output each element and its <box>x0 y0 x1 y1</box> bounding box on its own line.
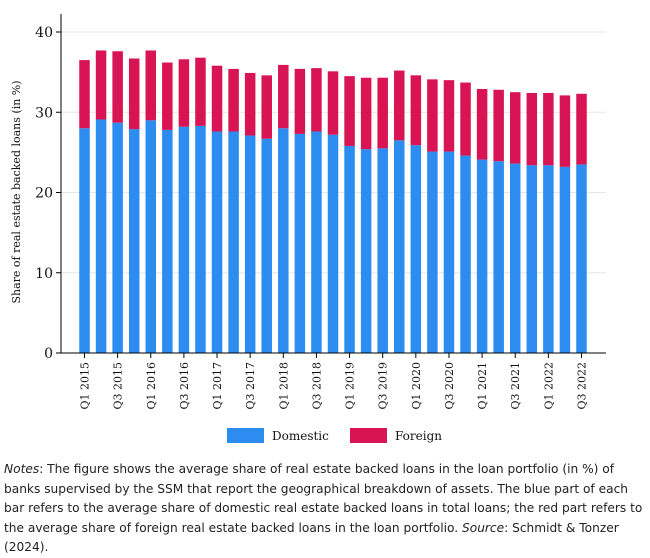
bar-domestic <box>228 131 239 353</box>
notes-label: Notes <box>4 462 40 476</box>
bar-domestic <box>509 163 521 353</box>
bar-domestic <box>576 164 587 353</box>
bar-domestic <box>294 133 306 353</box>
bar-domestic <box>327 134 339 353</box>
bar-foreign <box>311 68 322 132</box>
bar-foreign <box>360 77 372 150</box>
bar-foreign <box>410 75 422 146</box>
bar-foreign <box>278 64 289 129</box>
x-tick-label: Q3 2016 <box>178 362 191 410</box>
x-tick-label: Q1 2022 <box>542 362 555 410</box>
bar-domestic <box>211 131 223 353</box>
bar-foreign <box>195 57 206 126</box>
x-tick-label: Q3 2018 <box>310 362 323 410</box>
bar-domestic <box>311 131 322 353</box>
bar-foreign <box>576 93 587 165</box>
bar-foreign <box>162 62 173 130</box>
bar-foreign <box>460 82 471 156</box>
x-tick-label: Q1 2017 <box>211 362 224 410</box>
figure-notes: Notes: The figure shows the average shar… <box>4 460 646 558</box>
bar-foreign <box>427 79 438 152</box>
bar-domestic <box>394 140 405 353</box>
bar-domestic <box>526 165 538 353</box>
x-tick-label: Q1 2021 <box>476 362 489 410</box>
bar-foreign <box>394 70 405 141</box>
bar-foreign <box>543 92 554 166</box>
bar-domestic <box>162 129 173 353</box>
bar-domestic <box>377 148 388 353</box>
bar-foreign <box>211 65 223 132</box>
x-tick-label: Q1 2016 <box>145 362 158 410</box>
bar-foreign <box>443 80 455 152</box>
legend: Domestic Foreign <box>227 428 442 443</box>
x-tick-label: Q3 2021 <box>509 362 522 410</box>
bar-domestic <box>543 165 554 353</box>
bar-foreign <box>95 50 107 120</box>
bar-domestic <box>427 151 438 353</box>
bar-foreign <box>476 88 488 160</box>
bar-foreign <box>559 95 571 167</box>
legend-label-foreign: Foreign <box>395 429 442 443</box>
source-label: Source <box>462 520 505 535</box>
bar-foreign <box>327 71 339 135</box>
x-tick-label: Q1 2019 <box>344 362 357 410</box>
bar-foreign <box>344 76 355 146</box>
y-axis-label: Share of real estate backed loans (in %) <box>10 80 23 303</box>
bar-foreign <box>112 51 123 123</box>
bar-domestic <box>244 135 256 353</box>
y-tick-label: 0 <box>44 346 53 362</box>
x-tick-label: Q3 2017 <box>244 362 257 410</box>
x-tick-label: Q1 2015 <box>79 362 92 410</box>
bar-foreign <box>79 60 90 129</box>
bar-domestic <box>360 149 372 353</box>
bar-domestic <box>95 119 107 353</box>
bar-domestic <box>128 129 140 353</box>
bar-domestic <box>476 159 488 353</box>
legend-swatch-domestic <box>227 428 264 443</box>
bar-domestic <box>261 138 272 353</box>
axes: 0 10 20 30 40 Q1 2015 Q3 2015 Q1 2016 Q3 2016 Q1 … <box>35 14 606 410</box>
bar-domestic <box>344 145 355 353</box>
x-tick-label: Q3 2020 <box>443 362 456 410</box>
legend-label-domestic: Domestic <box>272 429 329 443</box>
bar-foreign <box>261 75 272 139</box>
bar-domestic <box>410 145 422 353</box>
bar-foreign <box>244 72 256 136</box>
bar-foreign <box>509 92 521 164</box>
y-tick-label: 10 <box>35 266 53 282</box>
bar-foreign <box>145 50 157 121</box>
bar-domestic <box>460 155 471 353</box>
stacked-bar-chart: 0 10 20 30 40 Q1 2015 Q3 2015 Q1 2016 Q3 2016 Q1 … <box>10 14 606 443</box>
y-tick-label: 40 <box>35 25 53 41</box>
bar-foreign <box>178 59 190 127</box>
bar-domestic <box>443 151 455 353</box>
bar-domestic <box>195 125 206 353</box>
bar-foreign <box>377 77 388 149</box>
bar-domestic <box>79 128 90 353</box>
x-tick-label: Q3 2022 <box>576 362 589 410</box>
bar-domestic <box>145 120 157 354</box>
x-tick-label: Q3 2019 <box>377 362 390 410</box>
bar-domestic <box>493 161 504 353</box>
bar-foreign <box>526 92 538 166</box>
legend-swatch-foreign <box>350 428 387 443</box>
bar-foreign <box>294 68 306 134</box>
notes-text: : The figure shows the average share of … <box>4 462 643 535</box>
bar-foreign <box>228 68 239 132</box>
bar-foreign <box>493 89 504 162</box>
x-tick-label: Q1 2020 <box>410 362 423 410</box>
y-tick-label: 30 <box>35 105 53 121</box>
bar-domestic <box>112 122 123 354</box>
y-tick-label: 20 <box>35 186 53 202</box>
bar-domestic <box>178 126 190 353</box>
bar-domestic <box>278 128 289 353</box>
x-tick-label: Q3 2015 <box>112 362 125 410</box>
bar-foreign <box>128 58 140 130</box>
bars <box>79 50 587 354</box>
bar-domestic <box>559 166 571 353</box>
x-tick-label: Q1 2018 <box>277 362 290 410</box>
